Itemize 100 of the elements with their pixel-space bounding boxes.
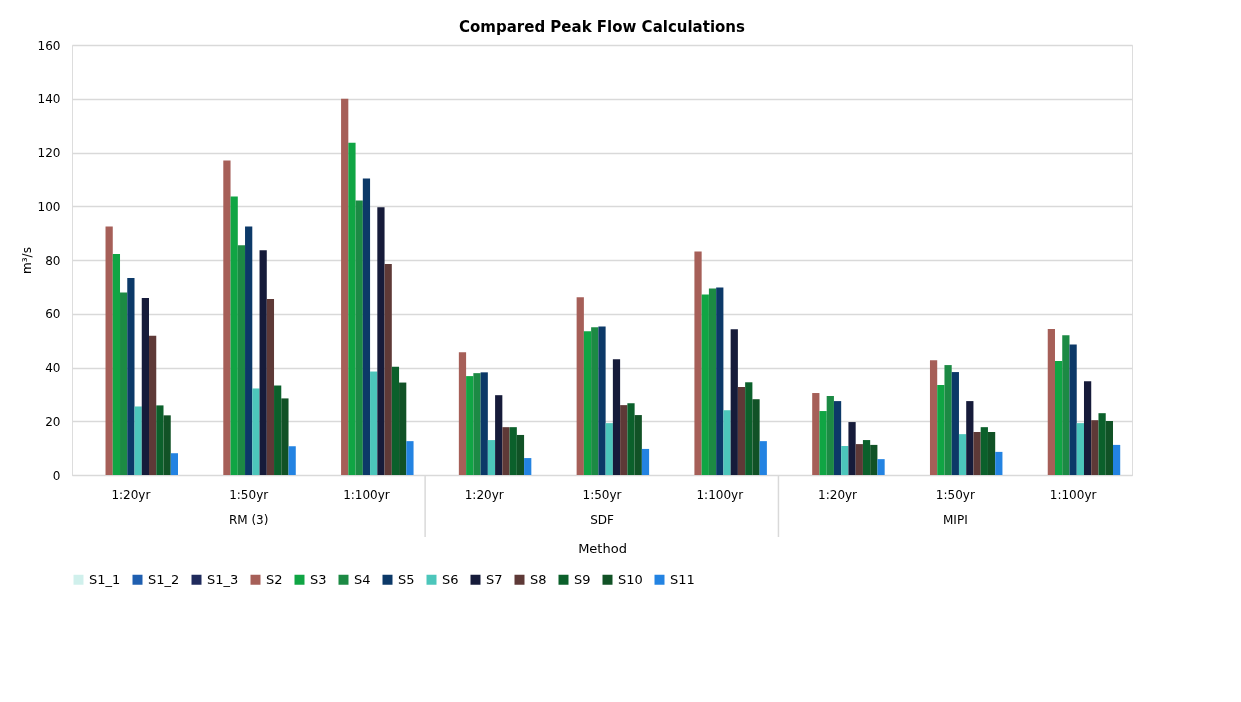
bar: [266, 298, 275, 475]
bar: [870, 444, 878, 475]
bar: [370, 371, 378, 475]
bar: [980, 427, 988, 475]
legend-label: S1_1: [89, 571, 121, 587]
x-tick-label: 1:50yr: [229, 487, 269, 502]
bar: [620, 405, 628, 475]
bar: [399, 382, 407, 475]
x-tick-label: 1:20yr: [464, 487, 504, 502]
y-tick-label: 80: [45, 253, 61, 268]
bar: [495, 395, 503, 475]
bar: [502, 427, 510, 475]
bar: [1054, 361, 1063, 475]
bar: [149, 335, 157, 475]
bar: [987, 432, 996, 475]
bar: [288, 446, 296, 475]
bar: [1112, 444, 1121, 475]
bar: [384, 264, 392, 475]
bar: [524, 458, 532, 475]
bar: [730, 329, 738, 475]
bar: [591, 327, 599, 475]
bar: [708, 288, 717, 475]
bar: [759, 441, 767, 475]
bar: [862, 440, 871, 475]
bar: [819, 411, 827, 475]
bar: [259, 250, 267, 475]
bar: [966, 401, 974, 475]
bar: [855, 444, 863, 475]
bar: [274, 385, 282, 475]
bar: [391, 366, 400, 475]
bar: [641, 448, 650, 475]
x-tick-label: 1:50yr: [582, 487, 622, 502]
bar: [1083, 381, 1092, 475]
x-tick-label: 1:20yr: [818, 487, 858, 502]
bar: [937, 384, 945, 475]
bar: [341, 98, 349, 475]
bar: [377, 207, 385, 475]
bar: [833, 401, 842, 475]
text: SDF: [590, 513, 614, 527]
bar: [951, 372, 959, 475]
bar: [944, 365, 952, 475]
bar: [480, 372, 488, 475]
legend-label: S1_2: [148, 571, 180, 587]
legend-label: S8: [530, 571, 547, 587]
bar: [509, 427, 517, 475]
bar: [348, 142, 356, 475]
bar: [141, 297, 150, 475]
legend-label: S7: [486, 571, 503, 587]
x-tick-label: 1:100yr: [1049, 487, 1097, 502]
bar: [848, 422, 856, 475]
bar: [634, 415, 642, 475]
x-tick-label: 1:100yr: [696, 487, 744, 502]
bar: [841, 445, 849, 475]
bar: [355, 200, 363, 475]
bar: [156, 405, 164, 475]
bar: [105, 226, 113, 475]
bar: [812, 393, 820, 475]
y-tick-label: 140: [37, 92, 61, 107]
bar: [576, 297, 584, 475]
legend-label: S11: [670, 571, 695, 587]
legend-label: S2: [266, 571, 283, 587]
x-tick-label: 1:100yr: [343, 487, 390, 502]
bar: [1091, 420, 1099, 475]
y-tick-label: 160: [37, 38, 61, 53]
legend-label: S10: [618, 571, 643, 587]
bar: [958, 434, 967, 475]
bar: [737, 387, 746, 475]
bar: [716, 287, 724, 475]
bar: [1069, 344, 1077, 475]
bar: [516, 434, 525, 475]
y-axis-title: m³/s: [19, 247, 34, 274]
bar: [406, 441, 414, 475]
bar: [929, 360, 938, 475]
y-tick-label: 0: [52, 468, 61, 483]
bar: [112, 254, 121, 475]
legend-label: S1_3: [207, 571, 239, 587]
bar: [612, 359, 621, 475]
legend-label: S9: [574, 571, 591, 587]
bar: [723, 410, 731, 475]
text: MIPI: [943, 513, 968, 527]
bar: [252, 388, 260, 475]
bar: [245, 226, 253, 475]
bar: [605, 423, 613, 475]
legend-label: S3: [310, 571, 327, 587]
bar: [627, 403, 635, 475]
bar: [120, 292, 128, 475]
chart-title: Compared Peak Flow Calculations: [459, 18, 746, 36]
x-axis-title: Method: [578, 540, 627, 556]
bar: [701, 294, 709, 475]
y-tick-label: 40: [45, 361, 61, 375]
y-tick-label: 60: [45, 307, 61, 322]
text: RM (3): [228, 513, 269, 527]
bar: [237, 245, 246, 475]
bar: [230, 196, 238, 475]
bar: [826, 395, 834, 475]
bar: [134, 406, 142, 475]
bar: [1076, 423, 1084, 475]
bar: [163, 415, 171, 475]
bar: [466, 376, 474, 475]
y-tick-label: 120: [37, 146, 61, 160]
